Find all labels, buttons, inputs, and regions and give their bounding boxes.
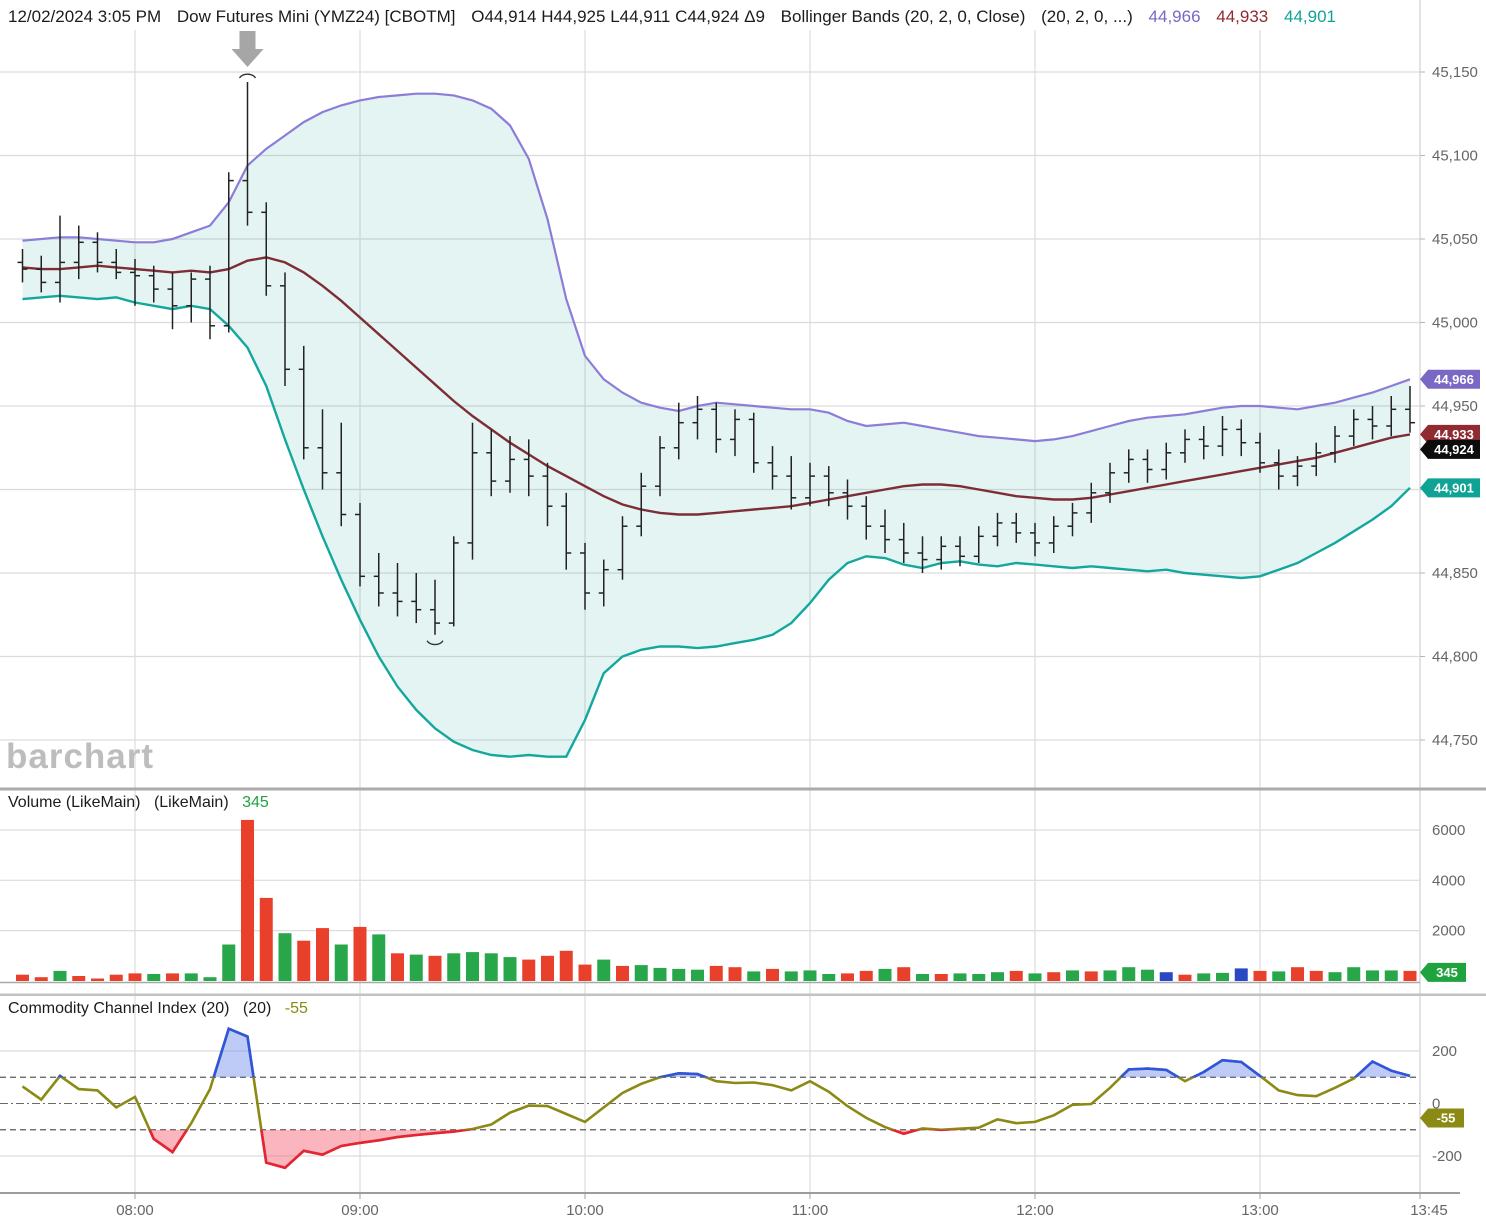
svg-text:12:00: 12:00 xyxy=(1016,1202,1054,1219)
chart-title-bar: 12/02/2024 3:05 PM Dow Futures Mini (YMZ… xyxy=(8,7,1347,27)
title-datetime: 12/02/2024 3:05 PM xyxy=(8,7,162,26)
cci-oversold-fill xyxy=(22,1129,1410,1168)
time-axis-ticks xyxy=(134,1193,1421,1199)
pane-divider[interactable] xyxy=(0,787,1486,791)
title-upper-band-value: 44,966 xyxy=(1148,7,1201,26)
svg-text:200: 200 xyxy=(1432,1043,1457,1060)
ohlc-bars[interactable] xyxy=(17,82,1416,635)
high-marker-arc xyxy=(238,73,257,79)
svg-text:44,933: 44,933 xyxy=(1434,427,1474,442)
cci-badge: -55 xyxy=(1420,1108,1464,1128)
svg-text:44,750: 44,750 xyxy=(1432,732,1478,749)
svg-text:44,966: 44,966 xyxy=(1434,372,1474,387)
volume-bars[interactable] xyxy=(16,819,1417,981)
price-badge: 44,933 xyxy=(1420,424,1480,444)
volume-gridlines xyxy=(0,829,1420,932)
svg-text:11:00: 11:00 xyxy=(792,1202,828,1219)
svg-text:44,850: 44,850 xyxy=(1432,565,1478,582)
title-ohlc-summary: O44,914 H44,925 L44,911 C44,924 Δ9 xyxy=(471,7,765,26)
svg-text:44,901: 44,901 xyxy=(1434,480,1474,495)
vertical-gridlines xyxy=(134,0,1421,1193)
volume-panel-header: Volume (LikeMain) (LikeMain) 345 xyxy=(8,794,278,812)
volume-axis-labels: 6000 4000 2000 xyxy=(1432,822,1465,940)
price-badge: 44,901 xyxy=(1420,478,1480,498)
cci-indicator-name[interactable]: Commodity Channel Index (20) xyxy=(8,1000,230,1017)
svg-text:45,150: 45,150 xyxy=(1432,64,1478,81)
title-indicator-params[interactable]: (20, 2, 0, ...) xyxy=(1041,7,1133,26)
volume-badge: 345 xyxy=(1420,962,1466,982)
volume-indicator-name[interactable]: Volume (LikeMain) xyxy=(8,794,141,811)
volume-indicator-params[interactable]: (LikeMain) xyxy=(153,794,229,811)
price-badge: 44,924 xyxy=(1420,439,1480,459)
svg-text:-55: -55 xyxy=(1437,1110,1456,1125)
bollinger-middle-line xyxy=(22,256,1411,516)
cci-panel-header: Commodity Channel Index (20) (20) -55 xyxy=(8,1000,317,1018)
cci-line[interactable] xyxy=(21,1026,1411,1170)
svg-text:13:45: 13:45 xyxy=(1410,1202,1448,1219)
cci-overbought-fill xyxy=(22,1028,1410,1078)
title-lower-band-value: 44,901 xyxy=(1284,7,1336,26)
svg-text:4000: 4000 xyxy=(1432,872,1465,889)
svg-text:10:00: 10:00 xyxy=(566,1202,604,1219)
down-arrow-icon[interactable] xyxy=(231,31,264,67)
cci-last-value: -55 xyxy=(284,1000,308,1017)
svg-text:09:00: 09:00 xyxy=(341,1202,379,1219)
svg-text:2000: 2000 xyxy=(1432,923,1465,940)
svg-text:45,000: 45,000 xyxy=(1432,315,1478,332)
price-badge: 44,966 xyxy=(1420,369,1480,389)
svg-text:44,950: 44,950 xyxy=(1432,398,1478,415)
svg-text:-200: -200 xyxy=(1432,1148,1462,1165)
price-gridlines xyxy=(0,71,1425,741)
svg-text:0: 0 xyxy=(1432,1096,1440,1113)
cci-axis-labels: 200 0 -200 xyxy=(1432,1043,1462,1165)
title-middle-band-value: 44,933 xyxy=(1216,7,1269,26)
price-axis-labels: 45,150 45,100 45,050 45,000 44,950 44,850 44,8… xyxy=(1432,64,1478,749)
svg-text:08:00: 08:00 xyxy=(116,1202,154,1219)
svg-text:45,100: 45,100 xyxy=(1432,148,1478,165)
cci-indicator-params[interactable]: (20) xyxy=(242,1000,272,1017)
bollinger-lower-line xyxy=(22,294,1411,758)
barchart-logo: barchart xyxy=(6,737,155,776)
low-marker-arc xyxy=(426,640,444,646)
svg-text:44,924: 44,924 xyxy=(1434,442,1475,457)
svg-text:6000: 6000 xyxy=(1432,822,1465,839)
svg-text:13:00: 13:00 xyxy=(1241,1202,1279,1219)
svg-text:345: 345 xyxy=(1436,965,1458,980)
pane-divider[interactable] xyxy=(0,993,1486,997)
title-indicator[interactable]: Bollinger Bands (20, 2, 0, Close) xyxy=(780,7,1026,26)
time-axis-labels: 08:00 09:00 10:00 11:00 12:00 13:00 13:45 xyxy=(116,1202,1448,1219)
svg-text:45,050: 45,050 xyxy=(1432,231,1478,248)
volume-last-value: 345 xyxy=(242,794,269,811)
title-symbol: Dow Futures Mini (YMZ24) [CBOTM] xyxy=(176,7,456,26)
svg-text:44,800: 44,800 xyxy=(1432,649,1478,666)
